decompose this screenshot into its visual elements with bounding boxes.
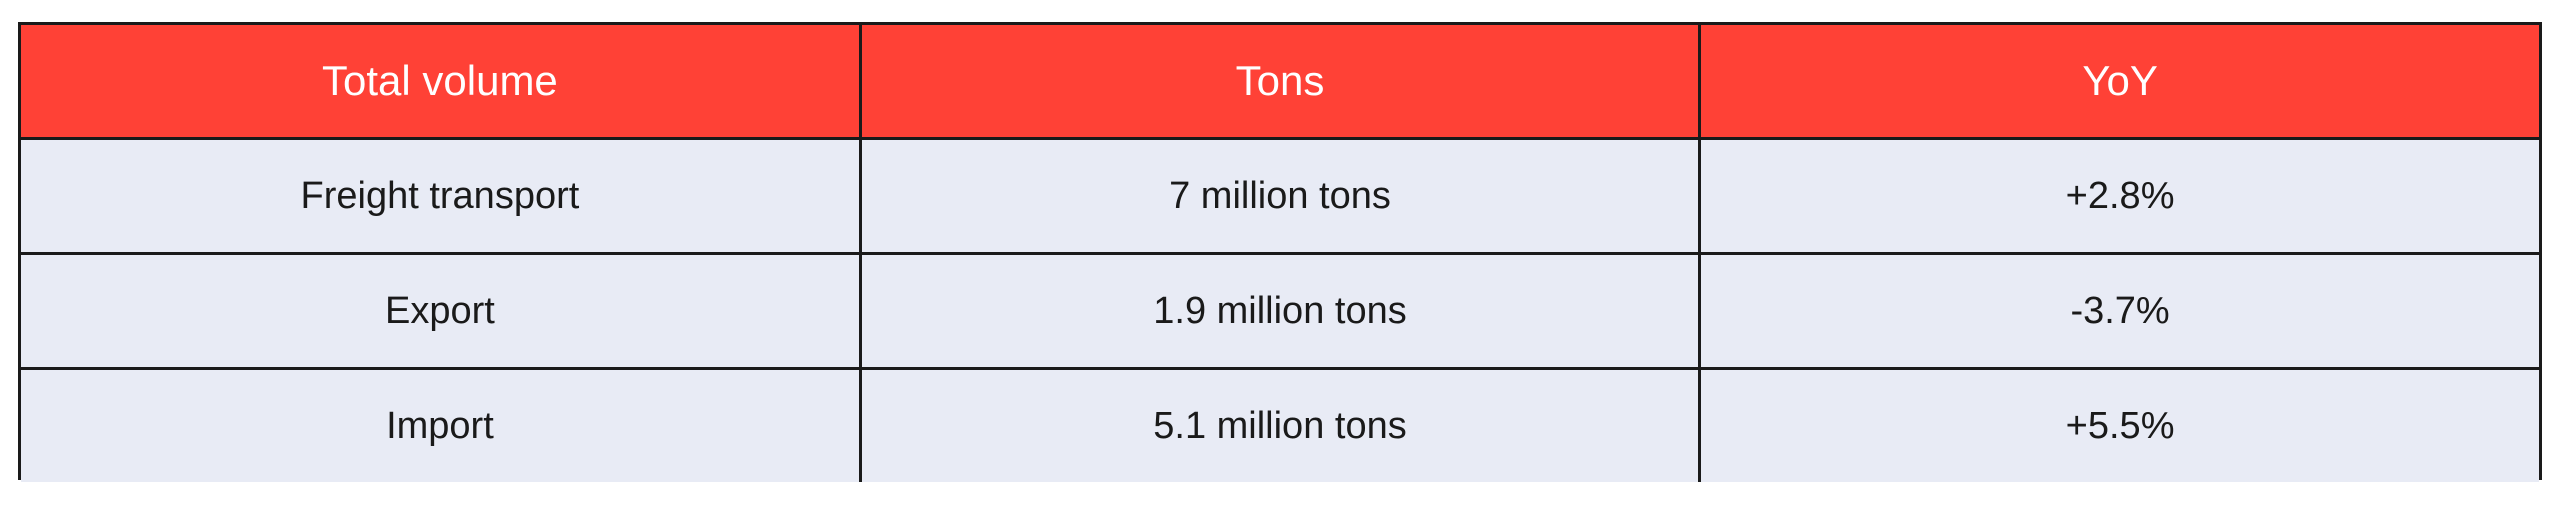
- table-header: Total volume Tons YoY: [21, 25, 2539, 140]
- table-cell-category: Import: [21, 367, 862, 482]
- header-row: Total volume Tons YoY: [21, 25, 2539, 140]
- table-cell-yoy: -3.7%: [1698, 252, 2539, 370]
- table-cell-yoy: +2.8%: [1698, 137, 2539, 255]
- table-row: Freight transport 7 million tons +2.8%: [21, 137, 2539, 255]
- table-row: Export 1.9 million tons -3.7%: [21, 252, 2539, 370]
- column-header-tons: Tons: [858, 25, 1702, 140]
- data-table: Total volume Tons YoY Freight transport …: [21, 25, 2539, 482]
- data-table-container: Total volume Tons YoY Freight transport …: [18, 22, 2542, 482]
- column-header-yoy: YoY: [1698, 25, 2539, 140]
- table-cell-tons: 1.9 million tons: [858, 252, 1702, 370]
- table-cell-tons: 7 million tons: [858, 137, 1702, 255]
- table-cell-category: Export: [21, 252, 862, 370]
- table-body: Freight transport 7 million tons +2.8% E…: [21, 137, 2539, 482]
- table-cell-category: Freight transport: [21, 137, 862, 255]
- table-cell-yoy: +5.5%: [1698, 367, 2539, 482]
- table-row: Import 5.1 million tons +5.5%: [21, 367, 2539, 482]
- table-cell-tons: 5.1 million tons: [858, 367, 1702, 482]
- column-header-total-volume: Total volume: [21, 25, 862, 140]
